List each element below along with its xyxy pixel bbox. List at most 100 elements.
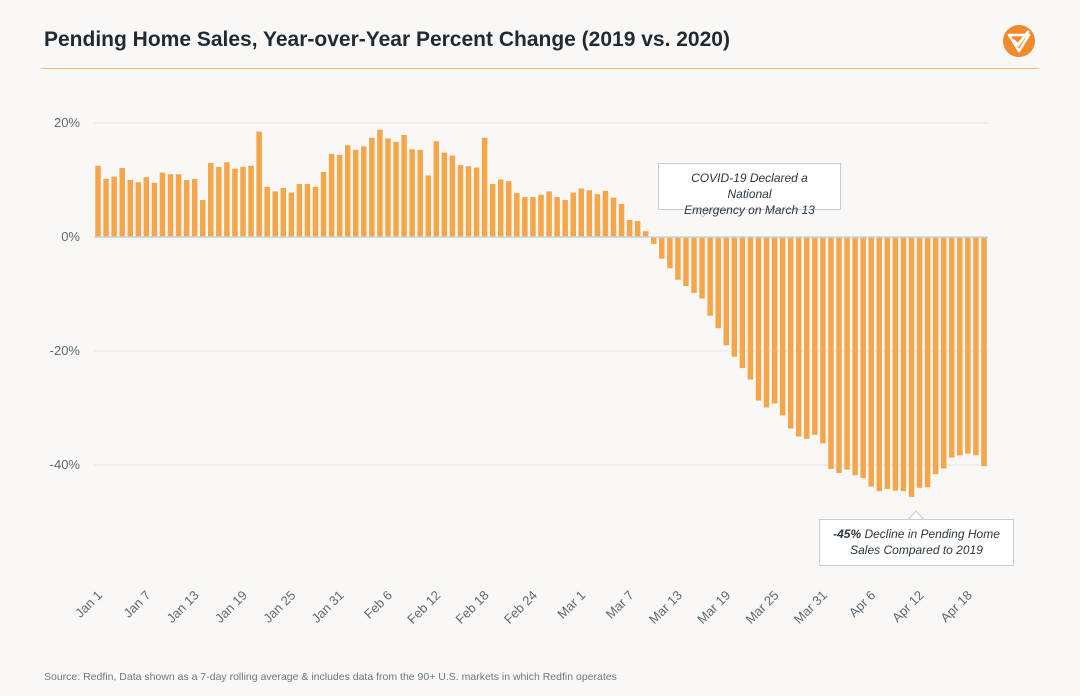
bar [747,237,754,380]
bar [183,180,190,237]
bar [240,166,246,237]
bar [618,203,625,237]
bar [457,165,464,237]
x-tick-label: Jan 19 [212,588,250,626]
bar [715,237,721,329]
bar [296,183,303,237]
bar [570,192,576,237]
bar [795,237,802,437]
bar [723,237,729,346]
x-tick-label: Jan 31 [309,588,347,626]
x-tick-label: Mar 31 [791,588,830,627]
bar [103,178,109,237]
x-tick-label: Jan 13 [164,588,202,626]
bars [95,129,987,497]
bar [707,237,713,316]
bar [949,237,955,458]
x-tick-label: Feb 6 [361,588,395,622]
bar [473,167,480,237]
bar [787,237,794,429]
covid-annotation-line1: COVID-19 Declared a National [691,171,808,201]
bar [433,141,440,237]
x-tick-label: Mar 7 [603,588,637,622]
bar [804,237,810,439]
covid-annotation-line2: Emergency on March 13 [684,203,815,217]
bar [514,193,520,237]
bar [151,182,158,237]
bar [143,177,150,237]
x-tick-label: Feb 18 [453,588,492,627]
bar [449,155,456,237]
bar [626,219,633,237]
bar [562,199,568,237]
bar [932,237,939,475]
bar [232,168,238,237]
bar [876,237,883,492]
chart-title: Pending Home Sales, Year-over-Year Perce… [44,28,730,51]
bar [272,191,278,237]
bar [602,190,609,237]
bar [755,237,762,401]
bar [940,237,947,469]
header-divider [42,68,1038,69]
bar [675,237,681,280]
bar [401,134,407,237]
bar [892,237,899,491]
bar [353,149,359,237]
bar [731,237,738,357]
bar [771,237,778,404]
bar [344,145,351,237]
bar [522,197,528,237]
bar [868,237,874,487]
bar [820,237,826,444]
bar [393,141,399,237]
y-tick-label: 0% [61,229,80,244]
bar [425,175,431,237]
decline-annotation: -45% Decline in Pending Home Sales Compa… [819,519,1014,566]
bar [256,131,262,237]
bar [683,237,689,287]
bar [465,166,472,237]
x-tick-label: Mar 25 [742,588,781,627]
bar [763,237,770,408]
x-tick-label: Feb 24 [501,588,540,627]
bar [546,191,552,237]
bar [320,172,327,237]
x-tick-label: Jan 7 [120,588,153,621]
bar [208,162,214,237]
bar [328,153,335,237]
bar [965,237,971,454]
source-note: Source: Redfin, Data shown as a 7-day ro… [44,671,617,683]
bar [385,138,391,237]
bar [191,178,198,237]
bar [159,172,166,237]
bar [844,237,850,470]
bar [699,237,705,299]
bar [691,237,697,293]
bar [852,237,858,476]
bar [860,237,866,479]
bar [111,176,117,237]
bar [642,231,649,237]
x-tick-label: Mar 13 [646,588,685,627]
bar [264,186,270,237]
bar [594,194,601,237]
bar [538,194,544,237]
y-tick-label: 20% [54,115,80,130]
bar [554,197,560,237]
bar [924,237,931,488]
bar [900,237,907,492]
bar [409,149,415,237]
bar [481,137,488,237]
x-tick-label: Jan 25 [260,588,298,626]
bar [836,237,842,473]
bar [288,192,295,237]
decline-annotation-figure: -45% [833,527,862,541]
bar [981,237,987,467]
x-tick-label: Apr 18 [937,588,975,626]
bar [659,237,665,259]
bar [216,166,222,237]
bar [119,168,125,237]
x-tick-label: Mar 19 [694,588,733,627]
